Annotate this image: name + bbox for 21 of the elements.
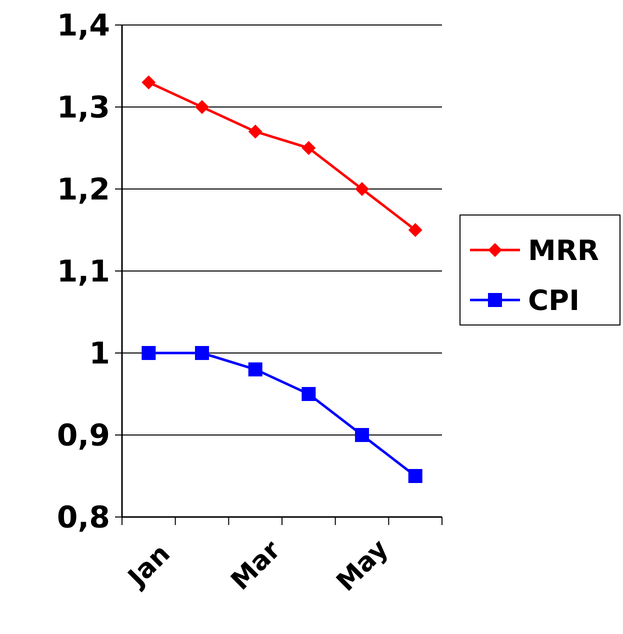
y-tick-label: 1,4 — [56, 8, 110, 44]
y-tick-label: 1,3 — [56, 90, 110, 126]
point — [142, 75, 156, 90]
y-tick-label: 1,1 — [56, 254, 110, 290]
point — [195, 346, 209, 360]
point — [142, 346, 156, 360]
y-tick-label: 0,8 — [56, 500, 110, 536]
point — [248, 362, 262, 376]
y-tick-label: 1,2 — [56, 172, 110, 208]
point — [408, 223, 422, 237]
legend-label: CPI — [528, 284, 580, 317]
point — [408, 469, 422, 483]
y-tick-label: 0,9 — [56, 418, 110, 454]
point — [302, 387, 316, 401]
legend-label: MRR — [528, 234, 599, 267]
point — [248, 124, 262, 139]
point — [355, 182, 369, 196]
point — [355, 428, 369, 442]
y-tick-label: 1 — [89, 336, 110, 372]
point — [195, 100, 209, 114]
point — [302, 141, 316, 155]
